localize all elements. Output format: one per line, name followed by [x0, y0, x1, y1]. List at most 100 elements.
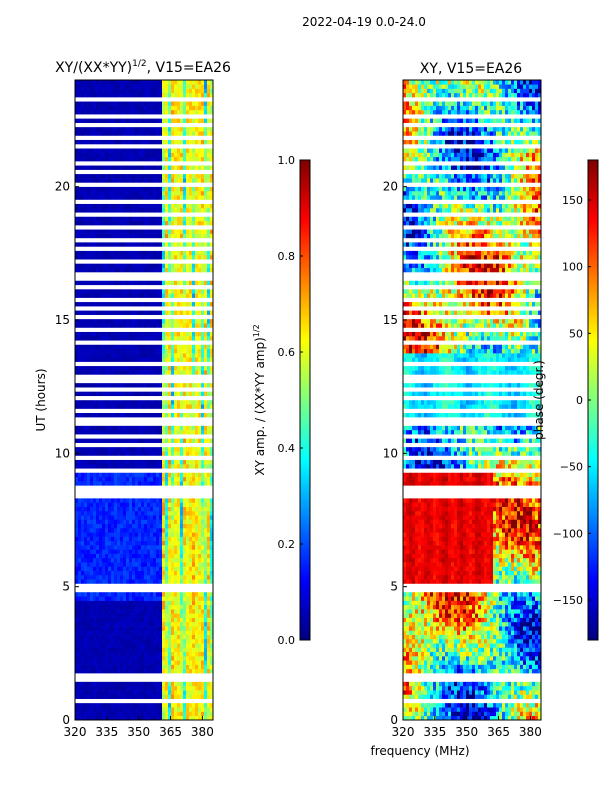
amplitude-cell	[204, 344, 208, 350]
amplitude-cell	[156, 681, 160, 687]
amplitude-cell	[201, 604, 205, 610]
amplitude-cell	[126, 481, 130, 486]
amplitude-cell	[90, 165, 94, 170]
amplitude-cell	[102, 101, 106, 106]
amplitude-cell	[174, 446, 178, 452]
amplitude-cell	[180, 391, 184, 397]
amplitude-cell	[78, 579, 82, 584]
amplitude-cell	[90, 690, 94, 695]
amplitude-cell	[183, 216, 187, 222]
amplitude-cell	[144, 574, 148, 580]
amplitude-cell	[90, 220, 94, 226]
amplitude-cell	[171, 126, 175, 132]
amplitude-cell	[138, 532, 142, 537]
amplitude-cell	[150, 596, 154, 601]
amplitude-cell	[204, 267, 208, 273]
amplitude-cell	[123, 609, 127, 614]
amplitude-cell	[117, 357, 121, 362]
amplitude-cell	[177, 88, 181, 94]
amplitude-cell	[102, 668, 106, 674]
amplitude-cell	[138, 579, 142, 584]
amplitude-cell	[201, 651, 205, 657]
amplitude-cell	[153, 109, 157, 115]
amplitude-cell	[180, 668, 184, 674]
amplitude-cell	[168, 344, 172, 350]
amplitude-cell	[90, 126, 94, 132]
amplitude-cell	[207, 464, 211, 469]
amplitude-cell	[192, 681, 196, 687]
amplitude-cell	[120, 694, 124, 699]
amplitude-cell	[153, 481, 157, 486]
amplitude-cell	[105, 609, 109, 614]
amplitude-cell	[168, 156, 172, 162]
amplitude-cell	[87, 459, 91, 465]
amplitude-cell	[198, 92, 202, 98]
amplitude-cell	[150, 498, 154, 503]
amplitude-cell	[156, 451, 160, 456]
amplitude-cell	[108, 293, 112, 298]
amplitude-cell	[165, 101, 169, 106]
amplitude-cell	[96, 690, 100, 695]
amplitude-cell	[129, 139, 133, 145]
amplitude-cell	[135, 540, 139, 546]
amplitude-cell	[162, 357, 166, 362]
amplitude-cell	[108, 429, 112, 435]
amplitude-cell	[162, 323, 166, 328]
amplitude-cell	[168, 267, 172, 273]
amplitude-cell	[108, 318, 112, 324]
amplitude-cell	[78, 92, 82, 98]
amplitude-cell	[114, 579, 118, 584]
amplitude-cell	[78, 621, 82, 627]
amplitude-cell	[144, 481, 148, 486]
amplitude-cell	[162, 429, 166, 435]
amplitude-cell	[132, 523, 136, 529]
amplitude-cell	[126, 574, 130, 580]
amplitude-cell	[156, 519, 160, 525]
amplitude-cell	[186, 502, 190, 507]
amplitude-cell	[99, 429, 103, 435]
amplitude-cell	[138, 323, 142, 328]
amplitude-cell	[183, 596, 187, 601]
amplitude-cell	[210, 660, 214, 665]
amplitude-cell	[192, 173, 196, 179]
amplitude-cell	[108, 92, 112, 98]
amplitude-cell	[75, 88, 79, 94]
amplitude-cell	[165, 562, 169, 567]
amplitude-cell	[75, 562, 79, 567]
amplitude-cell	[198, 118, 202, 123]
amplitude-cell	[183, 165, 187, 170]
amplitude-cell	[150, 289, 154, 294]
amplitude-cell	[198, 553, 202, 559]
amplitude-cell	[159, 681, 163, 687]
amplitude-cell	[135, 289, 139, 294]
amplitude-cell	[141, 139, 145, 145]
amplitude-cell	[117, 481, 121, 486]
amplitude-cell	[201, 208, 205, 213]
amplitude-cell	[195, 118, 199, 123]
amplitude-cell	[123, 88, 127, 94]
amplitude-cell	[150, 92, 154, 98]
amplitude-cell	[132, 336, 136, 341]
amplitude-cell	[126, 92, 130, 98]
amplitude-cell	[108, 630, 112, 635]
amplitude-cell	[198, 173, 202, 179]
amplitude-cell	[129, 545, 133, 550]
amplitude-cell	[93, 707, 97, 712]
amplitude-cell	[144, 220, 148, 226]
amplitude-cell	[195, 105, 199, 111]
amplitude-cell	[147, 656, 151, 661]
amplitude-cell	[117, 186, 121, 192]
amplitude-cell	[162, 660, 166, 665]
amplitude-cell	[183, 301, 187, 307]
amplitude-cell	[75, 481, 79, 486]
amplitude-cell	[102, 229, 106, 234]
amplitude-cell	[156, 438, 160, 443]
amplitude-cell	[210, 336, 214, 341]
amplitude-cell	[99, 715, 103, 721]
amplitude-cell	[150, 668, 154, 674]
amplitude-cell	[108, 216, 112, 222]
amplitude-cell	[75, 681, 79, 687]
amplitude-cell	[171, 267, 175, 273]
amplitude-cell	[165, 604, 169, 610]
amplitude-cell	[210, 139, 214, 145]
